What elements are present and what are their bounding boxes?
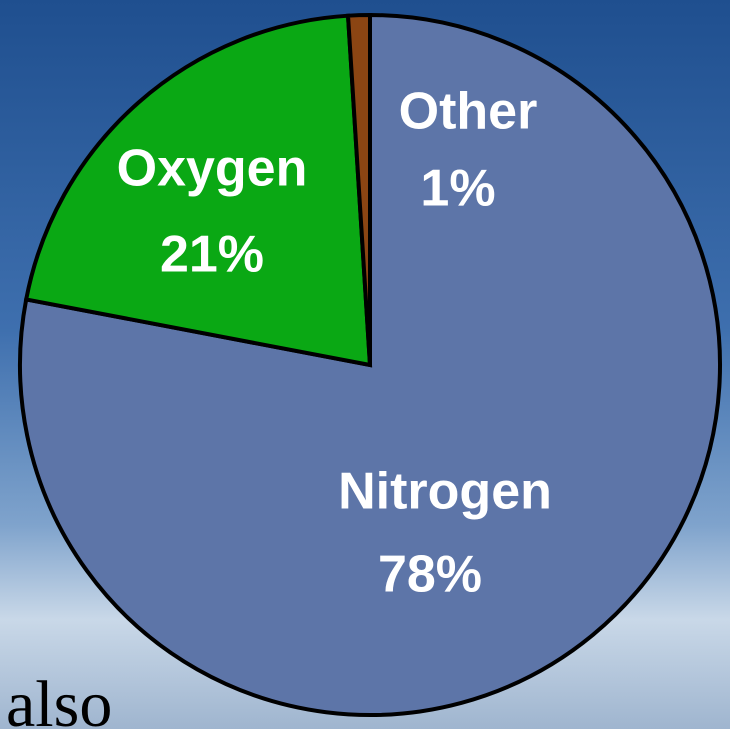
value-label: 1% — [420, 160, 495, 218]
caption: also — [6, 672, 112, 729]
slice-label: Other — [399, 83, 538, 141]
value-label: 21% — [160, 226, 264, 284]
pie-chart: Nitrogen 78% Oxygen 21% Other 1% — [0, 0, 730, 729]
slice-label: Nitrogen — [338, 463, 552, 521]
value-label: 78% — [378, 546, 482, 604]
slice-label: Oxygen — [117, 140, 308, 198]
screenshot: Nitrogen 78% Oxygen 21% Other 1% also — [0, 0, 730, 729]
